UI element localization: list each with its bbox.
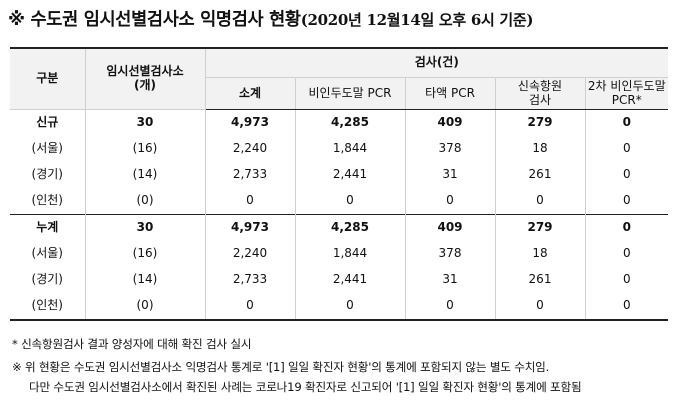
cell-sites: 30 — [84, 214, 206, 241]
header-second-pcr: 2차 비인두도말 PCR* — [584, 77, 669, 110]
cell-saliva: 409 — [404, 214, 496, 241]
remark-line-1: ※ 위 현황은 수도권 임시선별검사소 익명검사 통계로 '[1] 일일 확진자… — [12, 360, 550, 374]
cell-rapid: 279 — [494, 109, 586, 136]
cell-nasal: 1,844 — [294, 136, 406, 162]
table-row: (인천) (0) 0 0 0 0 0 — [10, 188, 669, 215]
cell-nasal: 4,285 — [294, 214, 406, 241]
cell-second: 0 — [584, 109, 669, 136]
cell-nasal: 1,844 — [294, 241, 406, 267]
cell-nasal: 0 — [294, 293, 406, 321]
title-text: ※ 수도권 임시선별검사소 익명검사 현황 — [8, 10, 301, 30]
row-label: 누계 — [10, 214, 86, 241]
row-label: (서울) — [10, 136, 86, 162]
cell-total: 0 — [204, 293, 296, 321]
table-row: 누계 30 4,973 4,285 409 279 0 — [10, 214, 669, 241]
footnote: * 신속항원검사 결과 양성자에 대해 확진 검사 실시 — [12, 337, 252, 351]
header-saliva-pcr: 타액 PCR — [404, 77, 496, 110]
cell-sites: 30 — [84, 109, 206, 136]
table-row: (경기) (14) 2,733 2,441 31 261 0 — [10, 162, 669, 188]
cell-total: 2,240 — [204, 241, 296, 267]
cell-second: 0 — [584, 267, 669, 293]
cell-rapid: 261 — [494, 267, 586, 293]
header-rapid-antigen: 신속항원 검사 — [494, 77, 586, 110]
row-label: 신규 — [10, 109, 86, 136]
cell-rapid: 279 — [494, 214, 586, 241]
table-row: (서울) (16) 2,240 1,844 378 18 0 — [10, 136, 669, 162]
cell-saliva: 31 — [404, 162, 496, 188]
cell-second: 0 — [584, 293, 669, 321]
cell-second: 0 — [584, 241, 669, 267]
cell-sites: (16) — [84, 136, 206, 162]
cell-sites: (14) — [84, 162, 206, 188]
header-nasal-pcr: 비인두도말 PCR — [294, 77, 406, 110]
remark-line-2: 다만 수도권 임시선별검사소에서 확진된 사례는 코로나19 확진자로 신고되어… — [29, 380, 582, 394]
cell-nasal: 4,285 — [294, 109, 406, 136]
cell-sites: (0) — [84, 293, 206, 321]
header-subtotal: 소계 — [205, 77, 296, 110]
cell-nasal: 2,441 — [294, 162, 406, 188]
table-row: (인천) (0) 0 0 0 0 0 — [10, 293, 669, 321]
table-row: (경기) (14) 2,733 2,441 31 261 0 — [10, 267, 669, 293]
row-label: (경기) — [10, 162, 86, 188]
cell-nasal: 0 — [294, 188, 406, 215]
cell-total: 4,973 — [204, 214, 296, 241]
cell-saliva: 378 — [404, 136, 496, 162]
cell-second: 0 — [584, 188, 669, 215]
table-row: 신규 30 4,973 4,285 409 279 0 — [10, 109, 669, 136]
cell-rapid: 261 — [494, 162, 586, 188]
cell-rapid: 18 — [494, 241, 586, 267]
row-label: (인천) — [10, 188, 86, 215]
cell-rapid: 0 — [494, 293, 586, 321]
row-label: (경기) — [10, 267, 86, 293]
cell-second: 0 — [584, 136, 669, 162]
cell-total: 4,973 — [204, 109, 296, 136]
cell-saliva: 0 — [404, 188, 496, 215]
cell-total: 2,733 — [204, 267, 296, 293]
testing-status-table: 구분 임시선별검사소 (개) 검사(건) 소계 비인두도말 PCR 타액 PCR… — [10, 47, 669, 321]
cell-sites: (0) — [84, 188, 206, 215]
cell-second: 0 — [584, 214, 669, 241]
cell-total: 0 — [204, 188, 296, 215]
cell-nasal: 2,441 — [294, 267, 406, 293]
row-label: (인천) — [10, 293, 86, 321]
cell-saliva: 0 — [404, 293, 496, 321]
cell-total: 2,733 — [204, 162, 296, 188]
header-sites: 임시선별검사소 (개) — [84, 47, 206, 110]
header-category: 구분 — [10, 47, 86, 110]
cell-total: 2,240 — [204, 136, 296, 162]
title-date-note: (2020년 12월14일 오후 6시 기준) — [300, 11, 534, 29]
row-label: (서울) — [10, 241, 86, 267]
header-tests-group: 검사(건) — [204, 47, 669, 78]
cell-saliva: 378 — [404, 241, 496, 267]
cell-rapid: 18 — [494, 136, 586, 162]
cell-sites: (14) — [84, 267, 206, 293]
cell-rapid: 0 — [494, 188, 586, 215]
cell-saliva: 409 — [404, 109, 496, 136]
cell-sites: (16) — [84, 241, 206, 267]
cell-saliva: 31 — [404, 267, 496, 293]
page-title: ※ 수도권 임시선별검사소 익명검사 현황(2020년 12월14일 오후 6시… — [8, 6, 673, 31]
cell-second: 0 — [584, 162, 669, 188]
table-row: (서울) (16) 2,240 1,844 378 18 0 — [10, 241, 669, 267]
